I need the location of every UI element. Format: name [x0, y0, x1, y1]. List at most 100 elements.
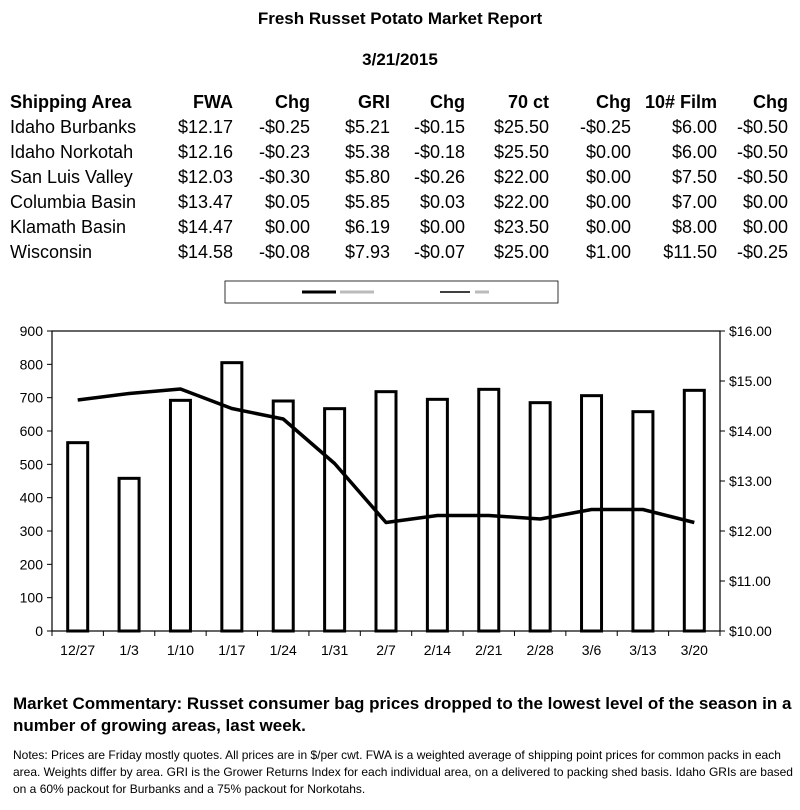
price-cell: -$0.50 — [736, 142, 788, 162]
price-cell: $0.00 — [585, 142, 631, 162]
table-row: Idaho Burbanks $12.17 -$0.25 $5.21 -$0.15 $25… — [10, 115, 788, 140]
price-cell: $25.50 — [493, 117, 549, 137]
x-tick-label: 3/13 — [629, 642, 656, 658]
price-cell: $14.58 — [177, 242, 233, 262]
price-cell: -$0.18 — [413, 142, 465, 162]
price-cell: $5.85 — [344, 192, 390, 212]
table-row: Wisconsin $14.58 -$0.08 $7.93 -$0.07 $25.00 $1… — [10, 240, 788, 265]
price-cell: -$0.25 — [258, 117, 310, 137]
left-tick-label: 900 — [20, 323, 44, 339]
column-header: FWA — [193, 92, 233, 112]
x-tick-label: 3/6 — [582, 642, 602, 658]
column-header: Chg — [596, 92, 631, 112]
column-header: 70 ct — [507, 92, 549, 112]
price-cell: $8.00 — [671, 217, 717, 237]
table-row: Columbia Basin $13.47 $0.05 $5.85 $0.03 $22.0… — [10, 190, 788, 215]
notes: Notes: Prices are Friday mostly quotes. … — [13, 748, 793, 796]
report-title: Fresh Russet Potato Market Report — [257, 9, 543, 28]
price-cell: $12.17 — [177, 117, 233, 137]
bar — [220, 361, 244, 633]
price-cell: -$0.26 — [413, 167, 465, 187]
x-tick-label: 3/20 — [681, 642, 708, 658]
bar — [168, 398, 192, 633]
column-header: Chg — [753, 92, 788, 112]
price-cell: -$0.15 — [413, 117, 465, 137]
price-cell: $12.16 — [177, 142, 233, 162]
right-tick-label: $11.00 — [729, 573, 771, 589]
bar — [323, 407, 347, 633]
price-cell: $14.47 — [177, 217, 233, 237]
price-cell: $0.05 — [264, 192, 310, 212]
price-cell: $5.38 — [344, 142, 390, 162]
market-chart: 900 800 700 600 500 400 300 200 100 0 $16.00 $15.0… — [20, 280, 772, 658]
price-cell: -$0.08 — [258, 242, 310, 262]
left-tick-label: 800 — [20, 356, 44, 372]
left-tick-label: 400 — [20, 490, 44, 506]
x-tick-label: 1/31 — [321, 642, 348, 658]
price-cell: $0.00 — [585, 192, 631, 212]
bar — [117, 476, 141, 633]
price-cell: $6.00 — [671, 117, 717, 137]
price-cell: $6.00 — [671, 142, 717, 162]
price-cell: $25.00 — [493, 242, 549, 262]
left-tick-label: 200 — [20, 556, 44, 572]
shipping-area-cell: Klamath Basin — [10, 217, 127, 237]
x-tick-label: 2/28 — [527, 642, 554, 658]
price-cell: $0.00 — [264, 217, 310, 237]
shipping-area-cell: Idaho Burbanks — [10, 117, 137, 137]
price-cell: $12.03 — [177, 167, 233, 187]
price-cell: -$0.30 — [258, 167, 310, 187]
shipping-area-cell: San Luis Valley — [10, 167, 133, 187]
left-axis: 900 800 700 600 500 400 300 200 100 0 — [20, 323, 52, 639]
price-cell: $7.50 — [671, 167, 717, 187]
shipping-area-cell: Wisconsin — [10, 242, 93, 262]
price-cell: $7.00 — [671, 192, 717, 212]
right-tick-label: $10.00 — [729, 623, 772, 639]
right-tick-label: $13.00 — [729, 473, 772, 489]
price-cell: $0.00 — [419, 217, 465, 237]
bar — [271, 399, 295, 633]
price-cell: $23.50 — [493, 217, 549, 237]
price-cell: -$0.50 — [736, 117, 788, 137]
left-tick-label: 700 — [20, 390, 44, 406]
shipping-area-cell: Idaho Norkotah — [10, 142, 134, 162]
bar — [631, 410, 655, 633]
table-row: Klamath Basin $14.47 $0.00 $6.19 $0.00 $23.50… — [10, 215, 788, 240]
price-cell: $6.19 — [344, 217, 390, 237]
report-date: 3/21/2015 — [362, 50, 438, 69]
bar — [374, 390, 398, 633]
price-cell: $0.03 — [419, 192, 465, 212]
table-body: Idaho Burbanks $12.17 -$0.25 $5.21 -$0.15 $25… — [10, 115, 788, 265]
x-tick-label: 1/10 — [167, 642, 194, 658]
price-cell: $25.50 — [493, 142, 549, 162]
legend-box — [224, 280, 559, 304]
x-axis: 12/27 1/3 1/10 1/17 1/24 1/31 2/7 2/14 2/21 2/28 3… — [51, 631, 721, 658]
price-cell: $0.00 — [585, 167, 631, 187]
price-table: Shipping Area FWA Chg GRI Chg 70 ct Chg 10# Fil… — [10, 90, 788, 265]
right-tick-label: $12.00 — [729, 523, 772, 539]
left-tick-label: 100 — [20, 590, 44, 606]
column-header: Shipping Area — [10, 92, 132, 112]
left-tick-label: 500 — [20, 456, 44, 472]
price-cell: -$0.23 — [258, 142, 310, 162]
x-tick-label: 2/14 — [424, 642, 451, 658]
bar — [682, 388, 706, 633]
right-axis: $16.00 $15.00 $14.00 $13.00 $12.00 $11.00 $10.… — [720, 323, 772, 639]
table-row: Idaho Norkotah $12.16 -$0.23 $5.38 -$0.18 $25… — [10, 140, 788, 165]
bar-series — [66, 361, 706, 633]
column-header: Chg — [275, 92, 310, 112]
x-tick-label: 1/24 — [270, 642, 297, 658]
price-cell: $22.00 — [493, 192, 549, 212]
price-cell: $22.00 — [493, 167, 549, 187]
bar — [580, 394, 604, 633]
price-cell: -$0.50 — [736, 167, 788, 187]
column-header: Chg — [430, 92, 465, 112]
bar — [66, 441, 90, 633]
price-cell: -$0.25 — [736, 242, 788, 262]
right-tick-label: $16.00 — [729, 323, 772, 339]
left-tick-label: 600 — [20, 423, 44, 439]
column-header: GRI — [357, 92, 390, 112]
table-row: San Luis Valley $12.03 -$0.30 $5.80 -$0.26 $2… — [10, 165, 788, 190]
bar — [477, 387, 501, 633]
price-cell: $0.00 — [585, 217, 631, 237]
